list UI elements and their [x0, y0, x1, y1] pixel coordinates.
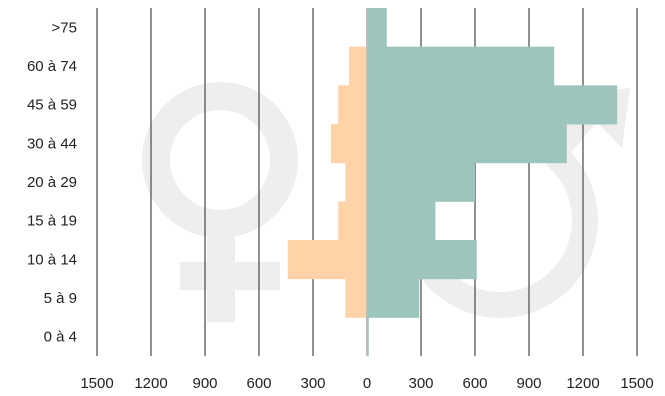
category-label: 10 à 14 — [27, 251, 77, 268]
y-axis-labels: >75 60 à 74 45 à 59 30 à 44 20 à 29 15 à 19 10… — [27, 19, 77, 345]
x-tick-label: 600 — [462, 375, 487, 392]
x-tick-label: 1500 — [80, 375, 113, 392]
x-tick-label: 1500 — [620, 375, 653, 392]
right-bar-6 — [367, 240, 477, 280]
bars — [287, 8, 618, 357]
category-label: >75 — [52, 19, 77, 36]
x-tick-label: 900 — [516, 375, 541, 392]
left-bar-4 — [345, 162, 367, 202]
x-tick-label: 1200 — [134, 375, 167, 392]
category-label: 45 à 59 — [27, 97, 77, 114]
x-tick-label: 900 — [192, 375, 217, 392]
left-bar-3 — [331, 124, 367, 164]
x-tick-label: 1200 — [566, 375, 599, 392]
left-bar-1 — [349, 46, 367, 86]
left-bar-6 — [287, 240, 367, 280]
category-label: 20 à 29 — [27, 174, 77, 191]
left-bar-7 — [345, 278, 367, 318]
right-bar-4 — [367, 162, 475, 202]
x-tick-label: 300 — [300, 375, 325, 392]
right-bar-0 — [367, 8, 387, 48]
right-bar-3 — [367, 124, 567, 164]
right-bar-7 — [367, 278, 420, 318]
x-tick-label: 600 — [246, 375, 271, 392]
category-label: 30 à 44 — [27, 135, 77, 152]
category-label: 5 à 9 — [44, 290, 77, 307]
left-bar-2 — [338, 85, 367, 125]
right-bar-1 — [367, 46, 555, 86]
category-label: 60 à 74 — [27, 58, 77, 75]
right-bar-2 — [367, 85, 618, 125]
right-bar-5 — [367, 201, 436, 241]
left-bar-5 — [338, 201, 367, 241]
x-axis-tick-labels: 1500 1200 900 600 300 0 300 600 900 1200 1500 — [80, 375, 653, 392]
category-label: 15 à 19 — [27, 213, 77, 230]
female-symbol-icon — [142, 82, 298, 322]
category-label: 0 à 4 — [44, 329, 77, 346]
x-tick-label: 0 — [363, 375, 371, 392]
x-tick-label: 300 — [408, 375, 433, 392]
